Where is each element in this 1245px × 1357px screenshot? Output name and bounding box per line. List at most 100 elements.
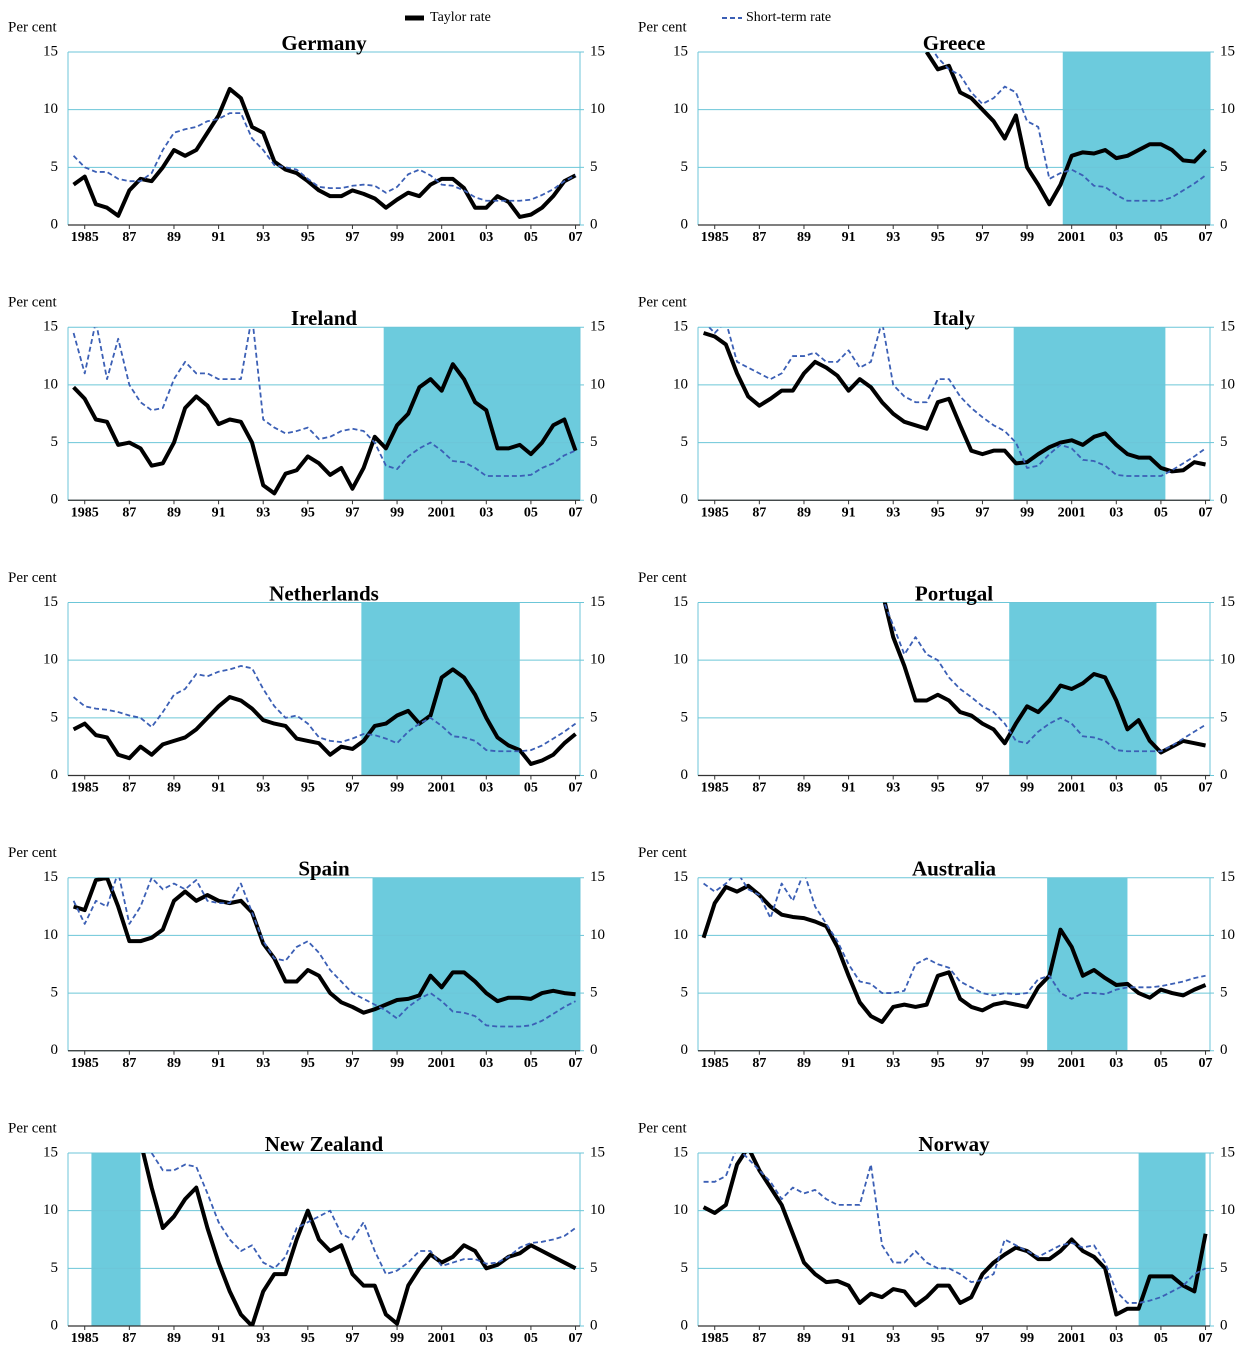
taylor-line [702,1153,1208,1317]
x-tick-label: 05 [1154,230,1168,245]
x-tick-label: 07 [1199,1331,1213,1346]
x-tick-label: 97 [345,505,359,520]
x-tick-label: 2001 [1058,230,1086,245]
shaded-period [91,1153,141,1326]
y-tick-label: 10 [673,376,688,392]
taylor-line [882,602,1206,755]
y2-tick-label: 0 [590,767,598,783]
y2-tick-label: 5 [590,985,598,1001]
shaded-period [1138,1153,1206,1326]
y-tick-label: 5 [681,159,689,175]
x-tick-label: 91 [212,1056,226,1071]
x-tick-label: 07 [1199,781,1213,796]
y-tick-label: 5 [681,709,689,725]
y2-tick-label: 5 [1220,709,1228,725]
short-term-line [883,602,1207,753]
y-tick-label: 10 [43,652,58,668]
y2-tick-label: 15 [590,43,605,59]
shaded-period [372,877,580,1051]
x-tick-label: 03 [1109,781,1123,796]
x-tick-label: 89 [167,230,181,245]
x-tick-label: 05 [1154,505,1168,520]
x-tick-label: 2001 [1058,1331,1086,1346]
y2-tick-label: 0 [1220,1317,1228,1333]
taylor-line [924,52,1207,207]
taylor-line [702,331,1206,474]
short-term-line [707,327,1207,477]
y2-tick-label: 0 [590,216,598,232]
y-tick-label: 5 [51,985,59,1001]
y-tick-label: 0 [51,492,59,508]
x-tick-label: 93 [886,1331,900,1346]
x-tick-label: 95 [931,230,945,245]
y-tick-label: 5 [51,1260,59,1276]
x-tick-label: 05 [1154,781,1168,796]
y-axis-label: Per cent [638,19,688,35]
taylor-line [701,883,1207,1024]
y-axis-label: Per cent [8,19,58,35]
x-tick-label: 05 [524,1331,538,1346]
y-tick-label: 0 [681,767,689,783]
x-tick-label: 2001 [428,1056,456,1071]
x-tick-label: 87 [752,505,766,520]
y2-tick-label: 5 [1220,1260,1228,1276]
x-tick-label: 1985 [701,1056,729,1071]
x-tick-label: 89 [797,781,811,796]
y2-tick-label: 5 [590,434,598,450]
x-tick-label: 93 [256,1056,270,1071]
x-tick-label: 03 [479,1331,493,1346]
y-tick-label: 10 [673,652,688,668]
x-tick-label: 87 [752,1331,766,1346]
short-term-line [150,1153,577,1275]
chart-title: Germany [281,31,367,55]
chart-title: Italy [933,306,976,330]
x-tick-label: 91 [212,1331,226,1346]
y2-tick-label: 5 [1220,434,1228,450]
x-tick-label: 1985 [701,781,729,796]
x-tick-label: 93 [256,1331,270,1346]
y2-tick-label: 15 [590,594,605,610]
x-tick-label: 95 [931,505,945,520]
x-tick-label: 93 [886,781,900,796]
x-tick-label: 89 [167,505,181,520]
y2-tick-label: 10 [590,376,605,392]
x-tick-label: 07 [569,230,583,245]
x-tick-label: 2001 [428,1331,456,1346]
chart-title: Australia [912,857,997,881]
x-tick-label: 99 [1020,505,1034,520]
chart-title: Ireland [291,306,357,330]
x-tick-label: 87 [752,230,766,245]
shaded-period [1047,877,1128,1051]
x-tick-label: 95 [301,505,315,520]
y2-tick-label: 10 [1220,101,1235,117]
x-tick-label: 95 [301,1331,315,1346]
y-tick-label: 0 [51,767,59,783]
y2-tick-label: 15 [1220,869,1235,885]
x-tick-label: 99 [390,230,404,245]
x-tick-label: 03 [1109,1331,1123,1346]
x-tick-label: 87 [122,1331,136,1346]
chart-title: Spain [298,857,350,881]
x-tick-label: 89 [797,1056,811,1071]
x-tick-label: 91 [842,781,856,796]
x-tick-label: 05 [524,1056,538,1071]
x-tick-label: 95 [301,230,315,245]
x-tick-label: 05 [524,230,538,245]
x-tick-label: 97 [975,781,989,796]
y-tick-label: 5 [681,985,689,1001]
x-tick-label: 87 [122,230,136,245]
y-tick-label: 15 [43,1144,58,1160]
x-tick-label: 95 [931,1331,945,1346]
y-axis-label: Per cent [638,295,688,311]
y-tick-label: 5 [51,434,59,450]
y-tick-label: 0 [681,216,689,232]
short-term-line [72,877,576,1028]
x-tick-label: 2001 [428,230,456,245]
x-tick-label: 95 [301,1056,315,1071]
y-axis-label: Per cent [8,570,58,586]
